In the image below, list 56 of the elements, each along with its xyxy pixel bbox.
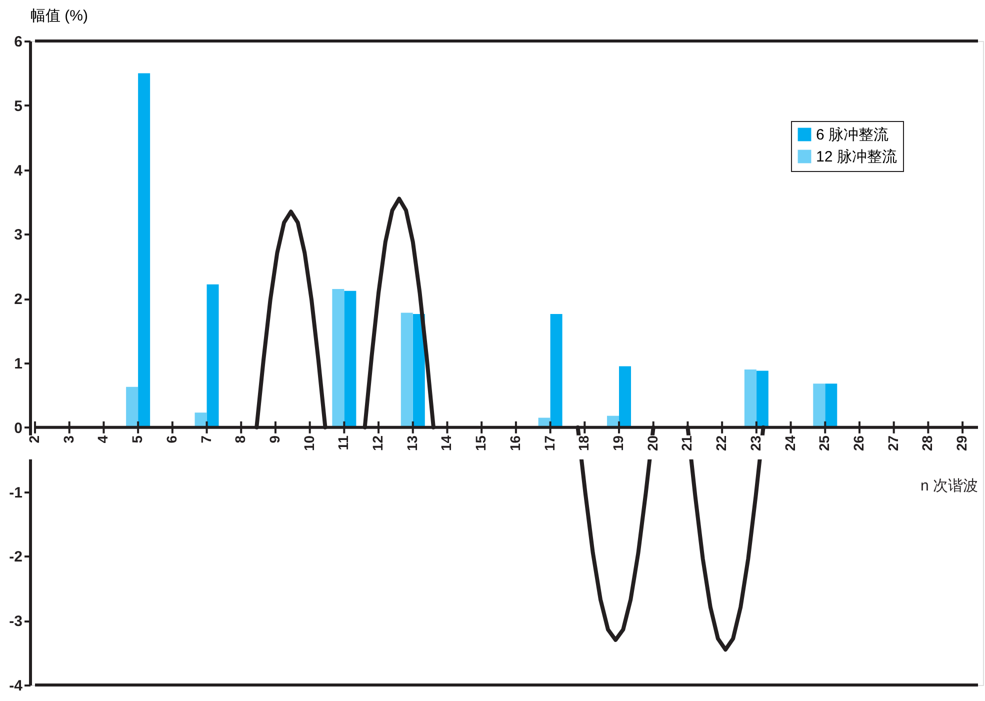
y-tick-label: 5: [14, 98, 22, 115]
x-tick-label: 11: [335, 435, 352, 450]
bar: [756, 370, 768, 428]
y-tick-label: -4: [9, 678, 24, 694]
x-tick-label: 20: [644, 435, 660, 451]
x-tick-label: 29: [954, 435, 970, 451]
x-tick-label: 26: [850, 435, 866, 451]
x-tick-label: 7: [198, 435, 214, 444]
x-tick-label: 27: [884, 435, 901, 451]
bar: [744, 369, 756, 428]
bar: [126, 386, 138, 428]
bar: [412, 314, 425, 428]
x-tick-label: 17: [541, 435, 558, 451]
bar: [400, 312, 413, 428]
x-tick-label: 4: [94, 435, 111, 444]
x-tick-label: 6: [163, 435, 180, 444]
x-tick-label: 21: [678, 435, 695, 451]
bar: [332, 288, 344, 428]
x-tick-label: 2: [26, 435, 42, 444]
x-tick-label: 18: [576, 435, 592, 451]
x-tick-label: 5: [129, 435, 146, 444]
y-tick-label: 4: [14, 162, 24, 180]
x-tick-label: 28: [919, 435, 936, 451]
y-tick-label: 2: [14, 291, 22, 308]
x-tick-label: 22: [713, 435, 730, 451]
bar: [825, 384, 838, 428]
x-tick-label: 10: [300, 435, 317, 451]
x-tick-label: 13: [404, 435, 420, 451]
bar: [619, 366, 632, 428]
y-tick-label: 6: [14, 34, 22, 50]
x-tick-label: 3: [60, 435, 76, 444]
bar: [550, 314, 562, 428]
x-axis-title: n 次谐波: [920, 477, 978, 494]
y-tick-label: 3: [14, 226, 22, 244]
y-tick-label: -3: [9, 613, 22, 630]
x-tick-label: 8: [232, 435, 248, 444]
x-tick-label: 9: [266, 435, 282, 444]
x-tick-label: 23: [747, 435, 764, 451]
x-tick-label: 15: [472, 435, 489, 451]
x-tick-label: 25: [816, 435, 832, 451]
legend-label: 12 脉冲整流: [816, 148, 897, 166]
x-tick-label: 16: [506, 435, 523, 451]
bar: [138, 73, 150, 428]
legend-label: 6 脉冲整流: [816, 126, 889, 144]
x-tick-label: 14: [438, 435, 454, 451]
bar: [813, 384, 826, 428]
x-tick-label: 19: [610, 435, 626, 451]
y-tick-label: 1: [14, 356, 22, 372]
y-axis-title: 幅值 (%): [30, 8, 88, 24]
bar: [206, 284, 219, 428]
x-tick-label: 12: [370, 435, 386, 451]
x-tick-label: 24: [782, 435, 798, 451]
y-tick-label: -2: [9, 548, 22, 566]
bar: [344, 290, 356, 428]
y-tick-label: 0: [14, 420, 22, 437]
y-tick-label: -1: [9, 484, 22, 502]
